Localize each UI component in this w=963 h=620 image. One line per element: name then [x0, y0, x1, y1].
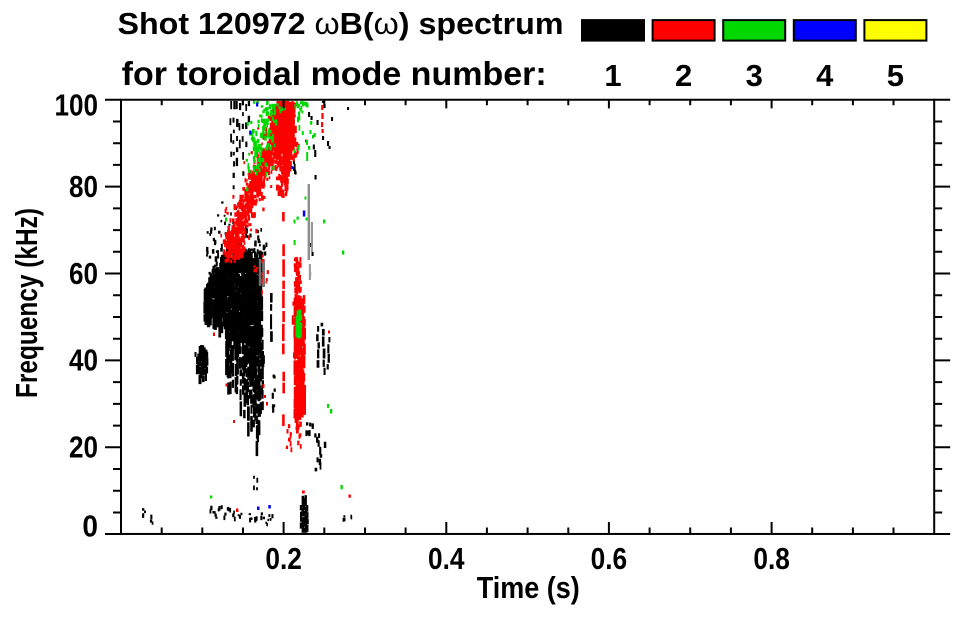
- svg-text:3: 3: [746, 58, 763, 93]
- svg-text:0.8: 0.8: [753, 541, 790, 576]
- svg-text:100: 100: [55, 87, 99, 122]
- svg-text:Frequency (kHz): Frequency (kHz): [9, 208, 44, 398]
- svg-text:60: 60: [69, 256, 98, 291]
- svg-text:20: 20: [69, 430, 98, 465]
- svg-text:0: 0: [82, 509, 98, 544]
- svg-text:0.6: 0.6: [591, 541, 628, 576]
- svg-text:40: 40: [69, 343, 98, 378]
- svg-text:4: 4: [816, 58, 834, 93]
- svg-text:Time (s): Time (s): [477, 570, 580, 605]
- svg-text:0.4: 0.4: [428, 541, 465, 576]
- svg-text:5: 5: [887, 58, 904, 93]
- svg-text:0.2: 0.2: [265, 541, 302, 576]
- svg-text:for toroidal mode number:: for toroidal mode number:: [122, 55, 547, 92]
- svg-text:80: 80: [69, 169, 98, 204]
- svg-text:2: 2: [675, 58, 692, 93]
- svg-text:1: 1: [604, 58, 621, 93]
- svg-text:Shot 120972 ωB(ω) spectrum: Shot 120972 ωB(ω) spectrum: [118, 6, 564, 41]
